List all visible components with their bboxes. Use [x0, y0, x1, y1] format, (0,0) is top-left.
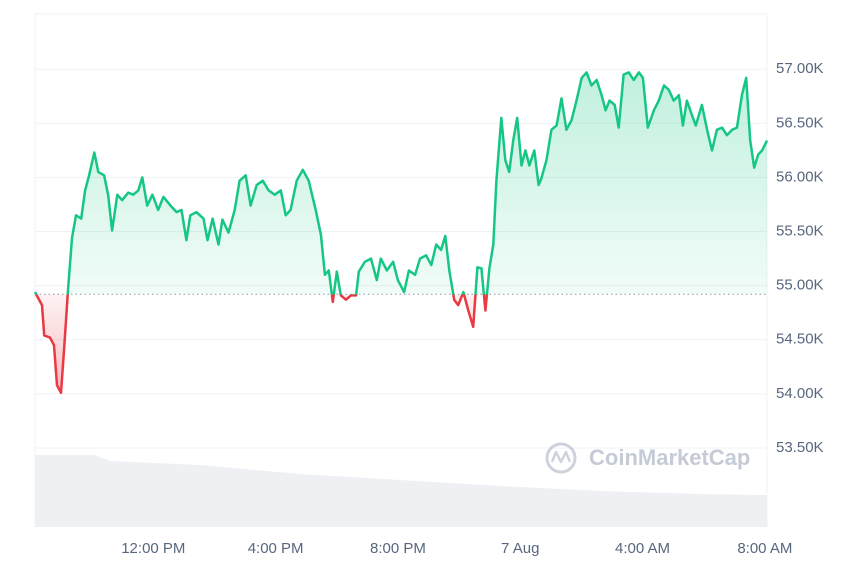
- x-tick-label: 7 Aug: [501, 540, 539, 557]
- y-tick-label: 55.00K: [776, 277, 824, 294]
- x-tick-label: 8:00 AM: [737, 540, 792, 557]
- volume-area: [35, 455, 767, 527]
- y-tick-label: 54.00K: [776, 385, 824, 402]
- y-tick-label: 56.00K: [776, 168, 824, 185]
- x-tick-label: 4:00 AM: [615, 540, 670, 557]
- y-tick-label: 54.50K: [776, 331, 824, 348]
- y-tick-label: 57.00K: [776, 60, 824, 77]
- watermark-logo: [545, 442, 577, 474]
- plot: [33, 71, 769, 395]
- y-tick-label: 55.50K: [776, 223, 824, 240]
- x-tick-label: 8:00 PM: [370, 540, 426, 557]
- watermark: CoinMarketCap: [589, 445, 750, 470]
- y-tick-label: 56.50K: [776, 114, 824, 131]
- x-tick-label: 12:00 PM: [121, 540, 185, 557]
- price-line: [33, 71, 769, 395]
- y-tick-label: 53.50K: [776, 439, 824, 456]
- x-tick-label: 4:00 PM: [248, 540, 304, 557]
- price-area: [35, 72, 767, 393]
